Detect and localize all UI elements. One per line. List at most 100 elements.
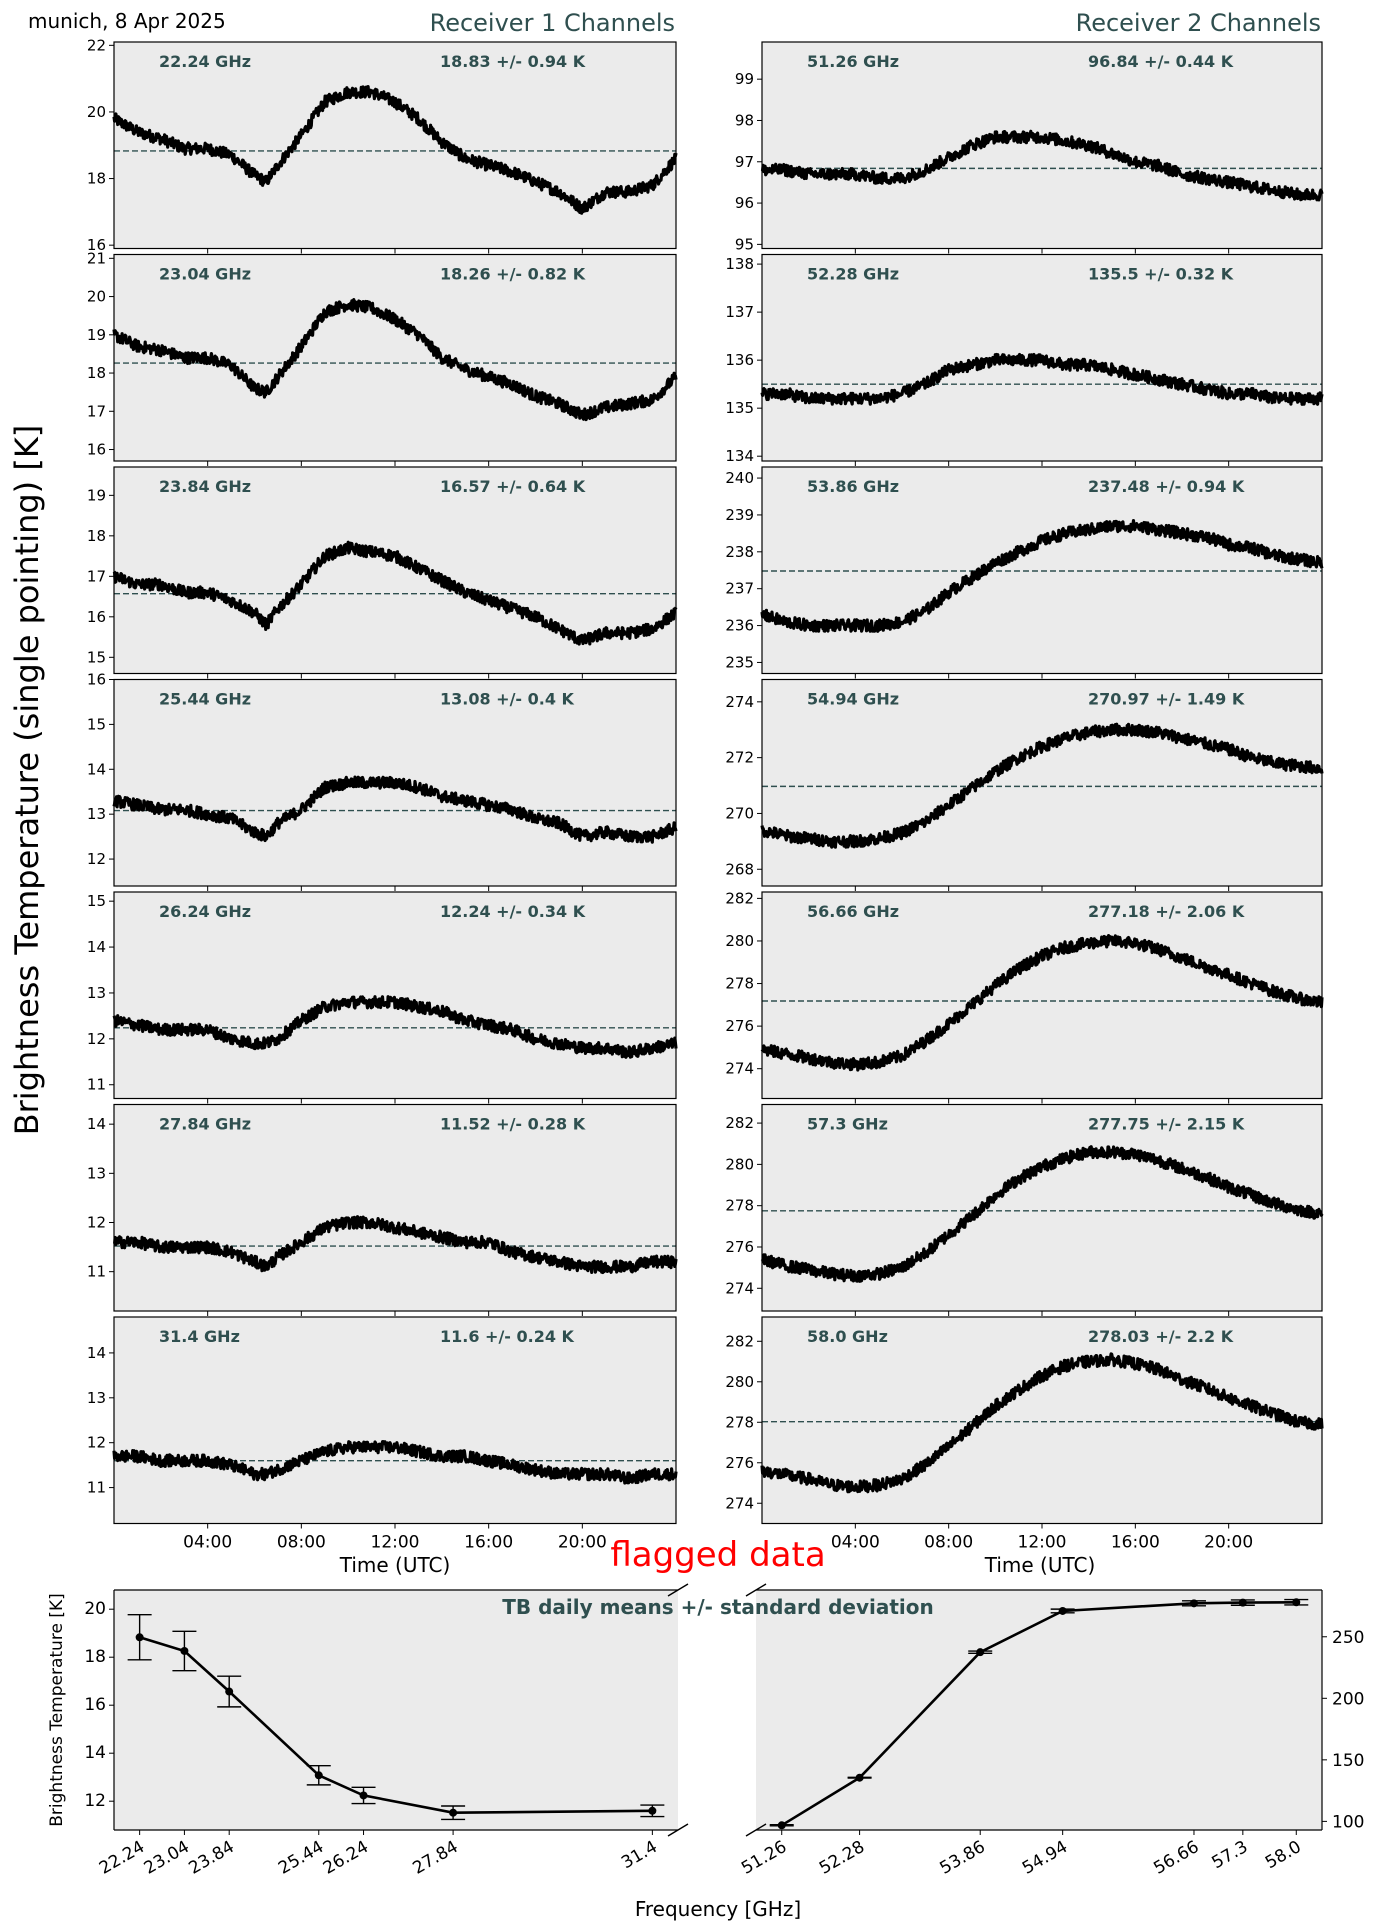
y-tick-label: 274 xyxy=(725,1279,754,1297)
series-line xyxy=(112,84,678,215)
y-tick-label: 280 xyxy=(725,932,754,950)
panel-frame xyxy=(761,1316,1323,1525)
stat-label: 278.03 +/- 2.2 K xyxy=(1088,1327,1234,1346)
panel-52-28----: 134 135 136 137 138 52.28 GHz 135.5 +/- 0.32 K xyxy=(725,253,1324,466)
y-tick-label: 100 xyxy=(1332,1812,1364,1832)
y-tick-label: 16 xyxy=(87,441,106,459)
y-tick-label: 13 xyxy=(87,984,106,1002)
y-tick-label: 16 xyxy=(87,608,106,626)
y-tick-label: 276 xyxy=(725,1454,754,1472)
stat-label: 277.75 +/- 2.15 K xyxy=(1088,1115,1245,1134)
panel-background xyxy=(114,1317,676,1524)
panel-27-84----: 11 12 13 14 27.84 GHz 11.52 +/- 0.28 K xyxy=(87,1103,678,1316)
mean-point xyxy=(225,1687,234,1696)
panel-background xyxy=(114,892,676,1099)
y-tick-label: 11 xyxy=(87,1076,106,1094)
y-tick-label: 240 xyxy=(725,469,754,487)
y-tick-label: 15 xyxy=(87,715,106,733)
y-tick-label: 12 xyxy=(87,1214,106,1232)
y-tick-label: 18 xyxy=(87,364,106,382)
mean-point xyxy=(449,1808,458,1817)
x-tick-label: 20:00 xyxy=(1204,1533,1253,1553)
panel-background xyxy=(762,1317,1322,1524)
x-tick-label: 25.44 xyxy=(275,1837,327,1879)
frequency-label: 31.4 GHz xyxy=(159,1327,240,1346)
y-tick-label: 13 xyxy=(87,1164,106,1182)
summary-x-label: Frequency [GHz] xyxy=(635,1897,801,1921)
x-axis-label-left: Time (UTC) xyxy=(339,1553,451,1577)
location-date: munich, 8 Apr 2025 xyxy=(28,9,226,33)
y-tick-label: 16 xyxy=(84,1695,106,1715)
y-tick-label: 12 xyxy=(84,1791,106,1811)
x-tick-label: 27.84 xyxy=(409,1837,461,1879)
x-tick-label: 52.28 xyxy=(816,1837,868,1879)
series-line xyxy=(760,518,1324,633)
stat-label: 16.57 +/- 0.64 K xyxy=(440,477,586,496)
y-tick-label: 278 xyxy=(725,975,754,993)
y-tick-label: 274 xyxy=(725,1060,754,1078)
series-line xyxy=(760,352,1324,406)
series-line xyxy=(112,1439,678,1485)
y-tick-label: 282 xyxy=(725,1114,754,1132)
y-tick-label: 135 xyxy=(725,399,754,417)
x-tick-label: 31.4 xyxy=(618,1837,661,1873)
frequency-label: 25.44 GHz xyxy=(159,690,251,709)
x-tick-label: 23.04 xyxy=(141,1837,193,1879)
panel-frame xyxy=(113,1316,677,1525)
panel-51-26----: 95 96 97 98 99 51.26 GHz 96.84 +/- 0.44 K xyxy=(735,41,1324,254)
y-tick-label: 138 xyxy=(725,255,754,273)
stat-label: 96.84 +/- 0.44 K xyxy=(1088,52,1234,71)
mean-point xyxy=(135,1633,144,1642)
x-tick-label: 20:00 xyxy=(558,1533,607,1553)
y-tick-label: 278 xyxy=(725,1413,754,1431)
y-tick-label: 98 xyxy=(735,111,754,129)
y-tick-label: 20 xyxy=(87,288,106,306)
y-tick-label: 95 xyxy=(735,235,754,253)
series-line xyxy=(760,129,1324,202)
panel-frame xyxy=(761,891,1323,1100)
summary-y-label: Brightness Temperature [K] xyxy=(47,1593,67,1826)
panel-frame xyxy=(113,891,677,1100)
y-tick-label: 276 xyxy=(725,1017,754,1035)
series-line xyxy=(112,298,678,422)
summary-title: TB daily means +/- standard deviation xyxy=(502,1595,934,1619)
y-tick-label: 235 xyxy=(725,653,754,671)
mean-point xyxy=(1058,1606,1067,1615)
mean-point xyxy=(1238,1598,1247,1607)
axis-break-gap xyxy=(678,1589,756,1831)
mean-point xyxy=(855,1773,864,1782)
panel-background xyxy=(114,1104,676,1311)
y-tick-label: 11 xyxy=(87,1263,106,1281)
y-tick-label: 137 xyxy=(725,303,754,321)
panel-54-94----: 268 270 272 274 54.94 GHz 270.97 +/- 1.49 K xyxy=(725,678,1324,891)
frequency-label: 27.84 GHz xyxy=(159,1115,251,1134)
y-tick-label: 15 xyxy=(87,892,106,910)
y-tick-label: 18 xyxy=(84,1647,106,1667)
y-tick-label: 96 xyxy=(735,194,754,212)
panel-25-44----: 12 13 14 15 16 25.44 GHz 13.08 +/- 0.4 K xyxy=(87,671,678,891)
panel-26-24----: 11 12 13 14 15 26.24 GHz 12.24 +/- 0.34 K xyxy=(87,891,678,1104)
x-tick-label: 12:00 xyxy=(371,1533,420,1553)
y-tick-label: 14 xyxy=(87,938,106,956)
y-tick-label: 274 xyxy=(725,693,754,711)
mean-point xyxy=(314,1771,323,1780)
x-tick-label: 58.0 xyxy=(1262,1837,1305,1873)
y-tick-label: 16 xyxy=(87,236,106,254)
panel-frame xyxy=(761,253,1323,462)
y-tick-label: 21 xyxy=(87,249,106,267)
y-tick-label: 13 xyxy=(87,805,106,823)
y-tick-label: 19 xyxy=(87,326,106,344)
frequency-label: 57.3 GHz xyxy=(807,1115,888,1134)
y-tick-label: 12 xyxy=(87,850,106,868)
panel-31-4----: 11 12 13 14 31.4 GHz 11.6 +/- 0.24 K 04:00 08:0… xyxy=(87,1316,678,1553)
y-tick-label: 99 xyxy=(735,70,754,88)
panel-23-84----: 15 16 17 18 19 23.84 GHz 16.57 +/- 0.64 K xyxy=(87,466,678,679)
frequency-label: 58.0 GHz xyxy=(807,1327,888,1346)
axis-break-marker xyxy=(745,1583,767,1597)
panel-frame xyxy=(761,41,1323,250)
stat-label: 270.97 +/- 1.49 K xyxy=(1088,690,1245,709)
y-tick-label: 282 xyxy=(725,889,754,907)
stat-label: 18.83 +/- 0.94 K xyxy=(440,52,586,71)
